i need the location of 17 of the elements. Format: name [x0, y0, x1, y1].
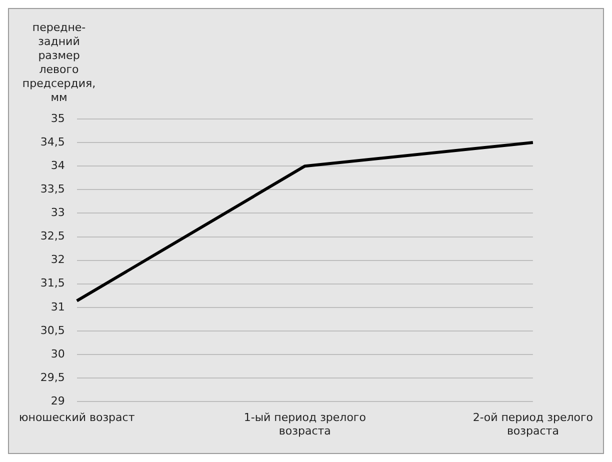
y-tick-label: 31,5 [40, 276, 65, 290]
y-tick-label: 29 [50, 394, 65, 408]
y-tick-label: 30,5 [40, 324, 65, 337]
x-tick-label: 1-ый период зрелого возраста [244, 411, 366, 438]
y-tick-label: 34,5 [40, 135, 65, 148]
y-tick-label: 34 [50, 158, 65, 172]
y-axis-title: передне-задний размер левого предсердия, мм [22, 21, 96, 104]
y-tick-label: 32 [50, 253, 65, 266]
y-tick-label: 33 [50, 206, 65, 220]
x-tick-label: 2-ой период зрелого возраста [472, 411, 594, 438]
y-tick-label: 33,5 [40, 182, 65, 196]
x-tick-label: юношеский возраст [18, 411, 136, 424]
y-tick-label: 31 [50, 300, 65, 314]
y-tick-label: 29,5 [40, 370, 65, 384]
y-tick-label: 35 [50, 112, 65, 125]
y-tick-label: 30 [50, 347, 65, 360]
y-tick-label: 32,5 [40, 230, 65, 243]
